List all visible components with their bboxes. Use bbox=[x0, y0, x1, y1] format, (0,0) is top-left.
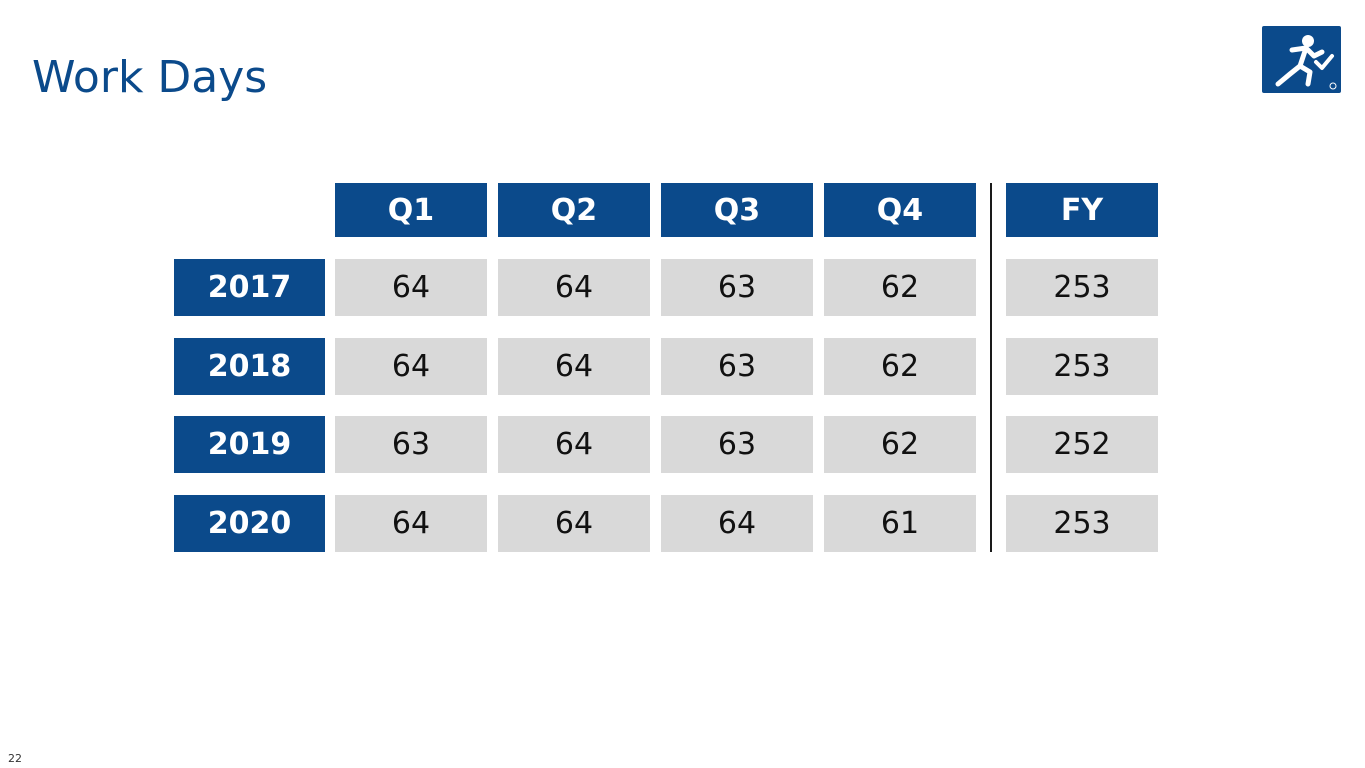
table-cell: 64 bbox=[498, 416, 650, 473]
table-cell: 63 bbox=[661, 416, 813, 473]
table-cell: 64 bbox=[498, 338, 650, 395]
table-cell: 63 bbox=[661, 338, 813, 395]
page-title: Work Days bbox=[32, 52, 268, 103]
running-figure-logo-icon bbox=[1262, 26, 1341, 93]
table-cell: 63 bbox=[661, 259, 813, 316]
fy-divider-line bbox=[990, 183, 992, 552]
table-cell: 64 bbox=[661, 495, 813, 552]
table-cell: 64 bbox=[335, 338, 487, 395]
table-cell: 61 bbox=[824, 495, 976, 552]
row-header-2020: 2020 bbox=[174, 495, 325, 552]
table-cell: 64 bbox=[335, 495, 487, 552]
table-cell-fy: 252 bbox=[1006, 416, 1158, 473]
table-cell-fy: 253 bbox=[1006, 338, 1158, 395]
row-header-2017: 2017 bbox=[174, 259, 325, 316]
row-header-2019: 2019 bbox=[174, 416, 325, 473]
table-cell: 62 bbox=[824, 259, 976, 316]
table-cell: 64 bbox=[498, 495, 650, 552]
column-header-q4: Q4 bbox=[824, 183, 976, 237]
table-cell: 62 bbox=[824, 338, 976, 395]
column-header-q3: Q3 bbox=[661, 183, 813, 237]
table-cell: 62 bbox=[824, 416, 976, 473]
row-header-2018: 2018 bbox=[174, 338, 325, 395]
page-number: 22 bbox=[8, 752, 22, 765]
table-cell-fy: 253 bbox=[1006, 495, 1158, 552]
table-cell-fy: 253 bbox=[1006, 259, 1158, 316]
table-cell: 64 bbox=[498, 259, 650, 316]
table-cell: 64 bbox=[335, 259, 487, 316]
column-header-q1: Q1 bbox=[335, 183, 487, 237]
column-header-q2: Q2 bbox=[498, 183, 650, 237]
table-cell: 63 bbox=[335, 416, 487, 473]
column-header-fy: FY bbox=[1006, 183, 1158, 237]
